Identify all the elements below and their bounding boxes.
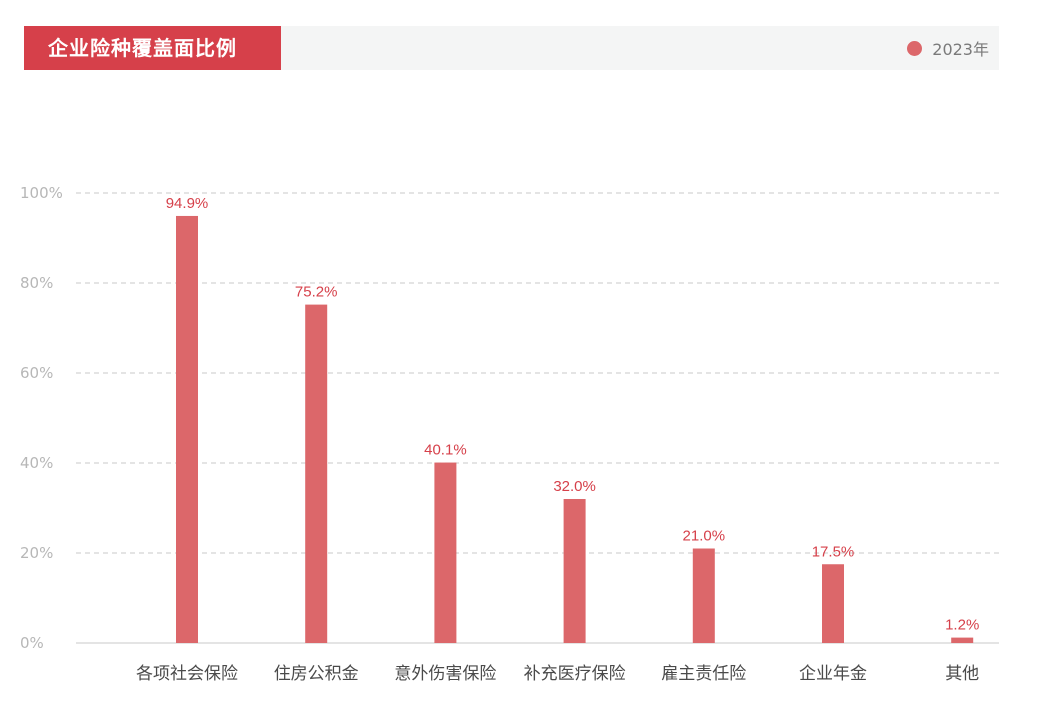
category-label: 其他 xyxy=(945,664,979,684)
y-tick-label: 20% xyxy=(20,544,53,562)
chart-header: 企业险种覆盖面比例 2023年 xyxy=(24,26,999,70)
category-label: 意外伤害保险 xyxy=(394,664,496,684)
bar xyxy=(692,548,715,643)
y-tick-label: 60% xyxy=(20,364,53,382)
y-tick-label: 0% xyxy=(20,634,44,652)
legend-swatch xyxy=(907,40,923,56)
chart-title: 企业险种覆盖面比例 xyxy=(24,26,281,70)
bar xyxy=(305,304,328,643)
bar xyxy=(822,564,844,643)
value-label: 75.2% xyxy=(295,284,338,301)
y-tick-label: 100% xyxy=(20,184,63,202)
legend-label: 2023年 xyxy=(932,40,989,59)
value-label: 32.0% xyxy=(553,478,596,495)
bar xyxy=(951,637,974,643)
value-label: 1.2% xyxy=(945,617,979,634)
category-label: 雇主责任险 xyxy=(661,664,746,684)
category-label: 补充医疗保险 xyxy=(524,664,626,684)
category-label: 住房公积金 xyxy=(274,664,359,684)
value-label: 40.1% xyxy=(424,442,467,459)
value-label: 21.0% xyxy=(683,528,726,545)
value-label: 94.9% xyxy=(166,195,209,212)
bar xyxy=(563,499,586,643)
category-label: 各项社会保险 xyxy=(136,664,238,684)
legend: 2023年 xyxy=(907,26,989,70)
y-tick-label: 40% xyxy=(20,454,53,472)
y-tick-label: 80% xyxy=(20,274,53,292)
bar xyxy=(176,215,198,643)
category-label: 企业年金 xyxy=(799,664,867,684)
value-label: 17.5% xyxy=(812,543,855,560)
bar xyxy=(434,462,457,643)
